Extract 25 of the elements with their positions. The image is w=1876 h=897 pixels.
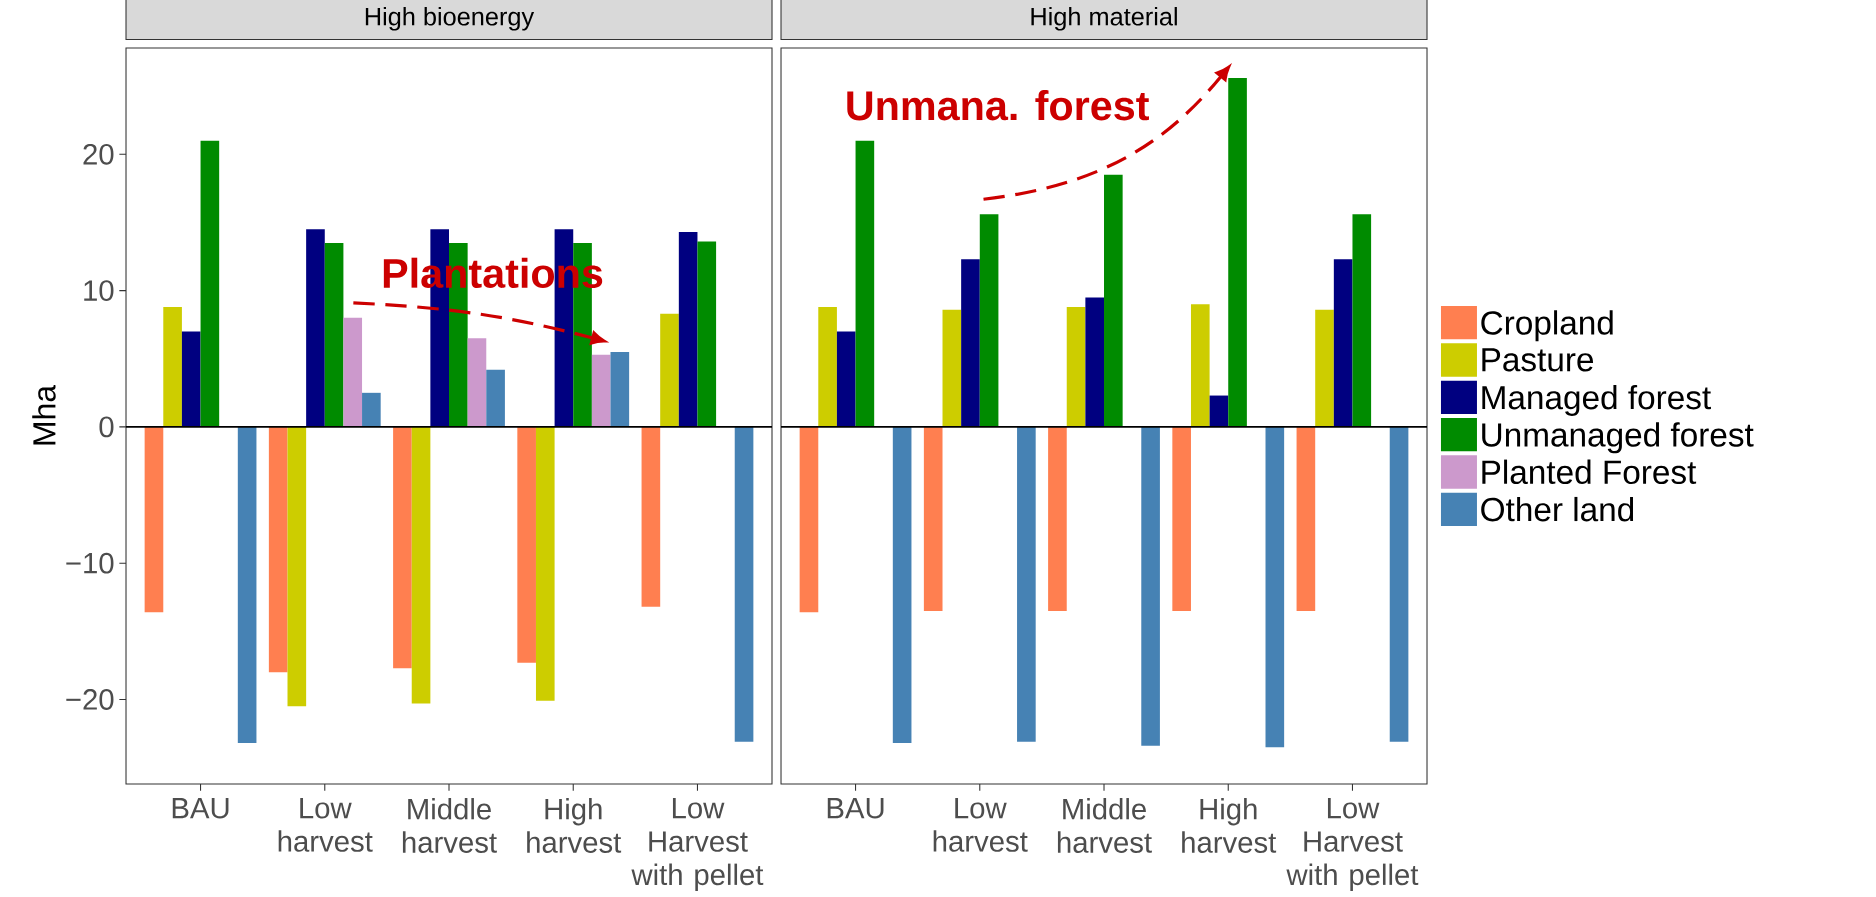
x-tick-label: BAU (827, 798, 884, 819)
x-tick-label: Low Harvest with pellet (1286, 798, 1419, 891)
y-tick-label: 10 (84, 280, 114, 301)
x-tick-label: Middle harvest (402, 798, 497, 853)
x-tick-label: BAU (172, 798, 229, 819)
chart-title: High material (1031, 6, 1177, 31)
x-tick-label: Low harvest (278, 798, 373, 852)
x-tick-label: Middle harvest (1057, 798, 1152, 853)
legend-label: Unmanaged forest (1482, 422, 1754, 454)
chart-title: High bioenergy (365, 6, 535, 31)
legend-label: Pasture (1482, 348, 1594, 372)
y-tick-label: −10 (66, 552, 114, 574)
legend-label: Managed forest (1482, 384, 1711, 416)
legend-label: Other land (1481, 496, 1634, 522)
y-tick-label: −20 (66, 689, 114, 710)
x-tick-label: High harvest (527, 798, 622, 853)
legend-label: Planted Forest (1482, 459, 1697, 485)
x-tick-label: Low Harvest with pellet (631, 798, 764, 891)
x-tick-label: Low harvest (933, 798, 1028, 852)
y-tick-label: 20 (83, 143, 114, 165)
x-tick-label: High harvest (1182, 798, 1277, 853)
legend-label: Cropland (1481, 310, 1613, 342)
y-tick-label: 0 (99, 416, 114, 438)
y-axis-title: Mha (32, 384, 56, 445)
annotation: Unmana. forest (847, 90, 1149, 121)
